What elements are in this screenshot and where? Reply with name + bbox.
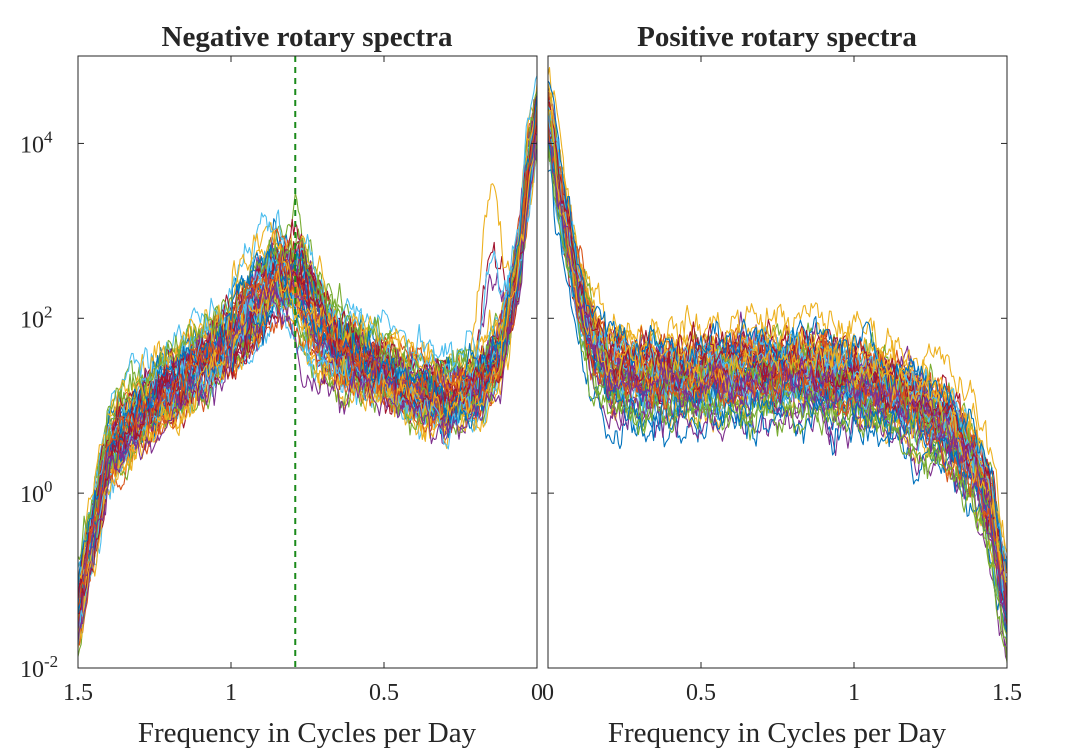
right-axes-ticks: 0 0.5 1 1.5 bbox=[542, 56, 1022, 706]
left-spectrum-line bbox=[78, 106, 537, 607]
x-tick-label: 0.5 bbox=[686, 680, 716, 706]
left-spectrum-line bbox=[78, 131, 537, 640]
left-spectrum-line bbox=[78, 103, 537, 585]
right-panel-title: Positive rotary spectra bbox=[637, 21, 917, 53]
right-spectrum-line bbox=[548, 109, 1007, 583]
y-axis-tick-labels: 10-2 100 102 104 bbox=[20, 127, 58, 683]
x-tick-label: 1.5 bbox=[992, 680, 1022, 706]
negative-spectra-series bbox=[78, 75, 537, 657]
left-spectrum-line bbox=[78, 90, 537, 560]
right-x-axis-label: Frequency in Cycles per Day bbox=[608, 717, 947, 749]
x-tick-label: 0.5 bbox=[369, 680, 399, 706]
left-spectrum-line bbox=[78, 135, 537, 646]
left-spectrum-line bbox=[78, 132, 537, 615]
x-tick-label: 0 bbox=[531, 680, 543, 706]
x-tick-label: 1 bbox=[848, 680, 860, 706]
left-axes-ticks: 1.5 1 0.5 0 bbox=[63, 56, 543, 706]
right-spectrum-line bbox=[548, 83, 1007, 573]
x-tick-label: 1.5 bbox=[63, 680, 93, 706]
right-spectrum-line bbox=[548, 81, 1007, 565]
left-spectrum-line bbox=[78, 144, 537, 657]
negative-spectra-panel: 1.5 1 0.5 0 Negative rotary spectra Frequen… bbox=[63, 21, 543, 749]
right-spectrum-line bbox=[548, 138, 1007, 615]
x-tick-label: 0 bbox=[542, 680, 554, 706]
right-spectrum-line bbox=[548, 132, 1007, 621]
y-tick-label: 102 bbox=[20, 302, 53, 333]
positive-spectra-panel: 0 0.5 1 1.5 Positive rotary spectra Frequen… bbox=[542, 21, 1022, 749]
right-spectrum-line bbox=[548, 121, 1007, 614]
left-axes-frame bbox=[77, 55, 538, 669]
left-panel-title: Negative rotary spectra bbox=[162, 21, 453, 53]
right-axes-frame bbox=[547, 55, 1008, 669]
y-tick-label: 10-2 bbox=[20, 652, 58, 683]
left-spectrum-line bbox=[78, 133, 537, 642]
right-spectrum-line bbox=[548, 147, 1007, 664]
right-spectrum-line bbox=[548, 143, 1007, 647]
right-spectrum-line bbox=[548, 66, 1007, 554]
left-spectrum-line bbox=[78, 121, 537, 617]
y-tick-label: 100 bbox=[20, 477, 53, 508]
left-x-axis-label: Frequency in Cycles per Day bbox=[138, 717, 477, 749]
x-tick-label: 1 bbox=[225, 680, 237, 706]
right-spectrum-line bbox=[548, 110, 1007, 611]
right-spectrum-line bbox=[548, 80, 1007, 572]
right-spectrum-line bbox=[548, 102, 1007, 599]
y-tick-label: 104 bbox=[20, 127, 53, 158]
positive-spectra-series bbox=[548, 66, 1007, 664]
